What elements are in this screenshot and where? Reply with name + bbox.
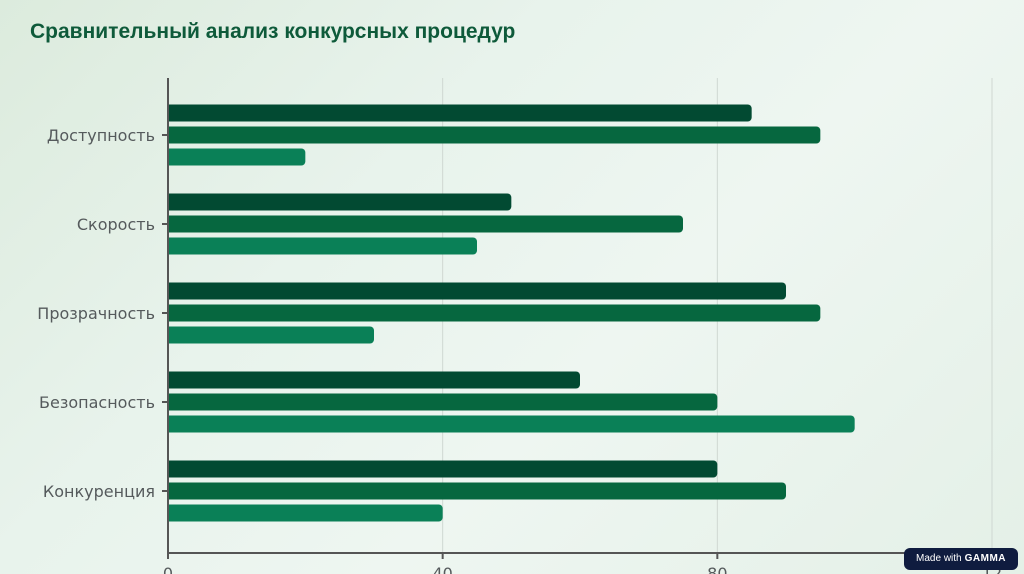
bar [167,148,306,166]
bar [168,304,821,322]
bar [168,104,752,122]
x-tick-label: 80 [707,564,727,574]
category-label: Доступность [47,126,155,145]
labels: Доступность Скорость Прозрачность Безопасно… [37,126,1002,574]
category-label: Скорость [77,215,155,234]
bar [168,215,683,233]
bar [168,460,718,478]
bar [168,126,821,144]
bar [168,393,718,411]
category-label: Конкуренция [43,482,155,501]
x-tick-label: 40 [432,564,452,574]
bar [168,371,580,389]
badge-brand: GAMMA [964,553,1006,564]
bar [168,282,786,300]
bar [168,415,855,433]
bar [168,193,512,211]
badge-made-with: Made with [916,553,962,564]
bar [168,237,477,255]
category-label: Безопасность [39,393,155,412]
axes [162,78,998,559]
made-with-badge[interactable]: Made with GAMMA [904,548,1018,570]
bars [167,104,855,522]
bar [168,482,786,500]
page-title: Сравнительный анализ конкурсных процедур [30,20,516,43]
bar [168,326,374,344]
category-label: Прозрачность [37,304,155,323]
bar [168,504,443,522]
x-tick-label: 0 [163,564,173,574]
